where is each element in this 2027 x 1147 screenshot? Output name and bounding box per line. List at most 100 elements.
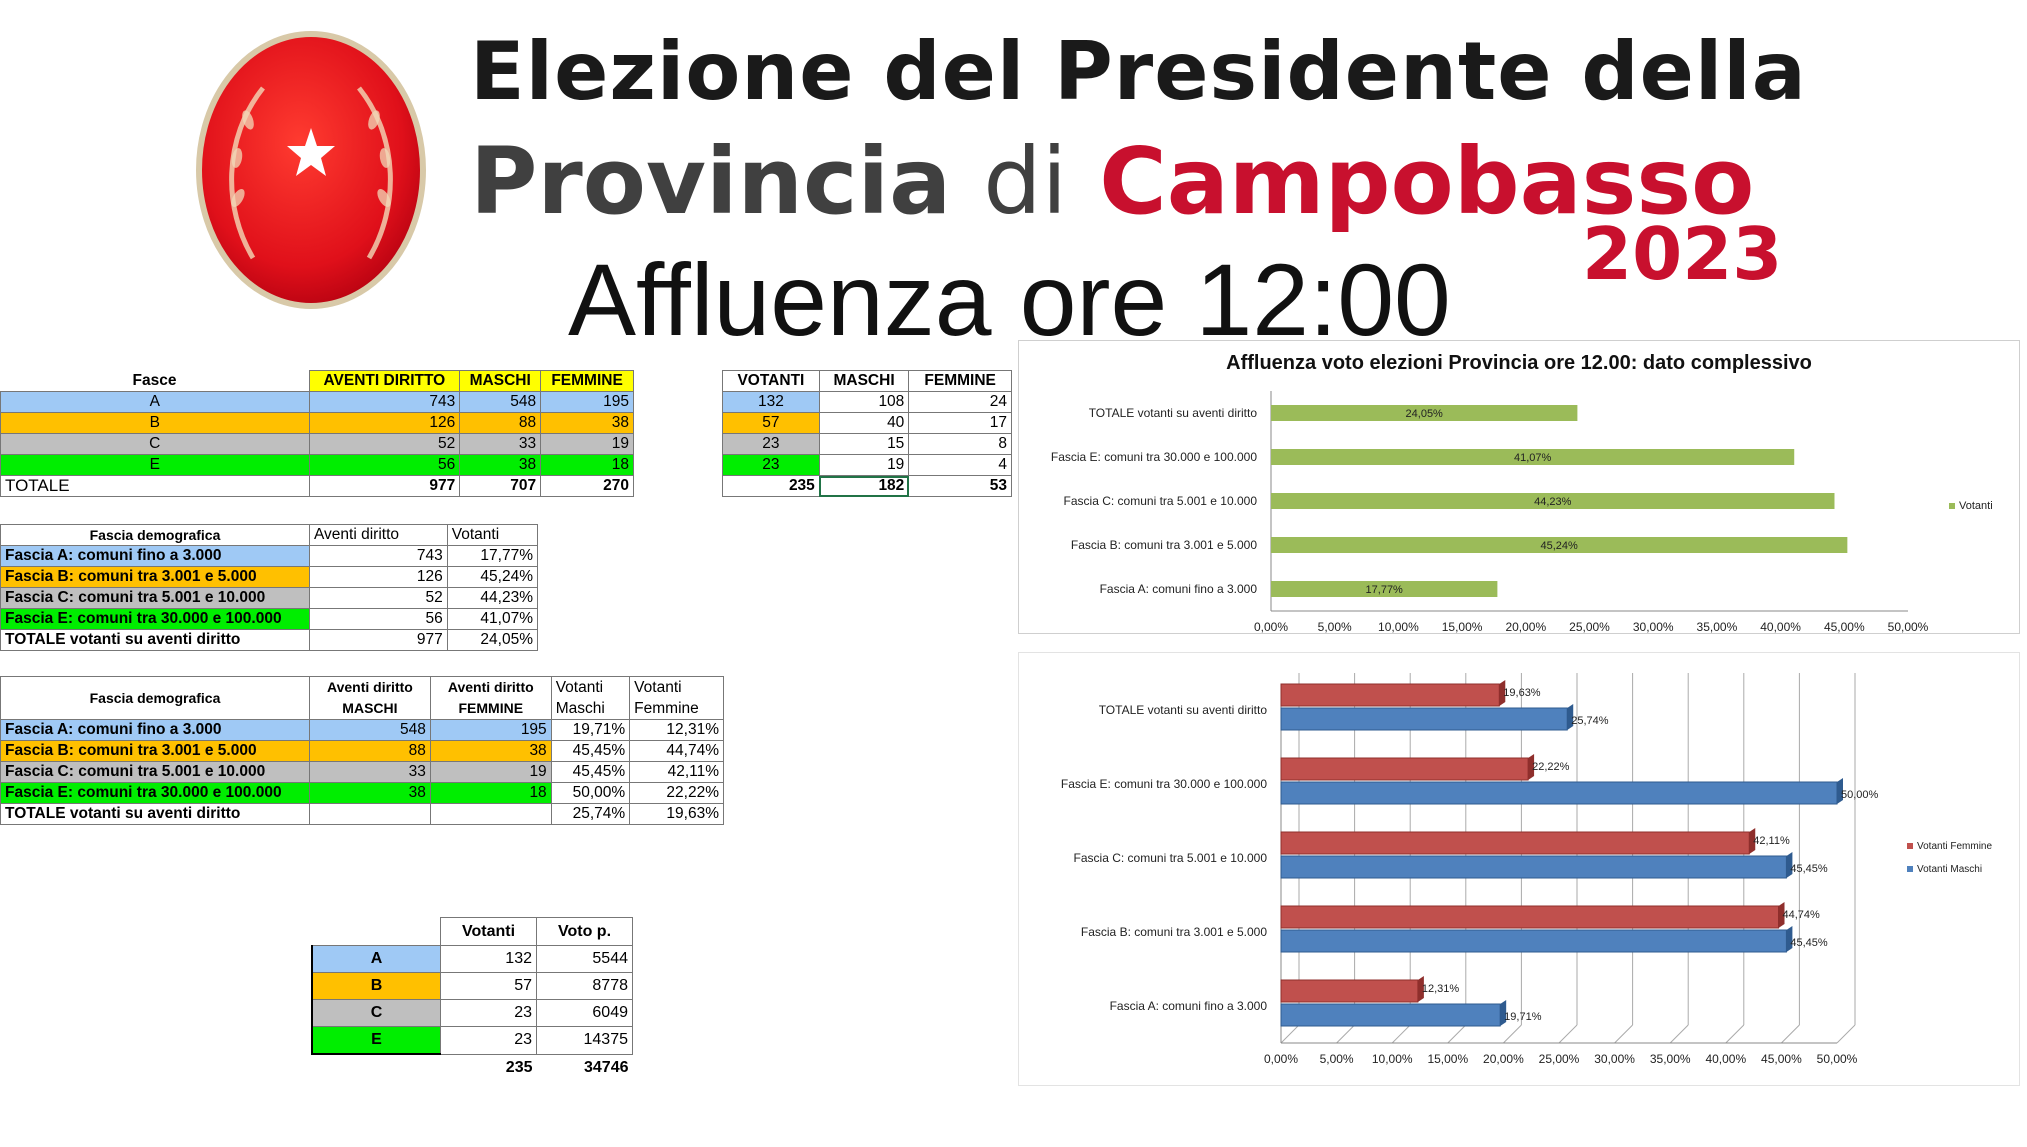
x-tick-label: 15,00% <box>1427 1052 1468 1066</box>
data-label-femmine: 22,22% <box>1532 761 1570 773</box>
title-provincia: Provincia <box>470 128 952 235</box>
table-cell: 40 <box>818 412 910 434</box>
chart-1-svg: Affluenza voto elezioni Provincia ore 12… <box>1051 352 1993 634</box>
table-cell: Fascia B: comuni tra 3.001 e 5.000 <box>0 740 310 762</box>
table-row: E 56 38 18 <box>0 454 634 476</box>
table-row: 23 15 8 <box>722 433 1012 455</box>
category-label: TOTALE votanti su aventi diritto <box>1099 703 1268 717</box>
table-cell: TOTALE <box>0 475 310 497</box>
table-cell: C <box>0 433 310 455</box>
table-cell <box>429 803 552 825</box>
table-cell: 23 <box>440 999 537 1027</box>
table-cell: 24,05% <box>446 629 539 651</box>
data-label-femmine: 44,74% <box>1783 909 1821 921</box>
bar-votanti-femmine <box>1280 905 1780 929</box>
bar-votanti-maschi <box>1280 1003 1501 1027</box>
table-cell: 56 <box>309 608 448 630</box>
x-tick-label: 50,00% <box>1817 1052 1858 1066</box>
table-cell: E <box>311 1026 441 1055</box>
bar-votanti-maschi <box>1280 929 1787 953</box>
table-row: Fascia E: comuni tra 30.000 e 100.000 56… <box>0 608 539 630</box>
data-label: 44,23% <box>1534 496 1572 508</box>
table-cell: 19 <box>818 454 910 476</box>
title-line-1: Elezione del Presidente della <box>470 25 1807 118</box>
category-label: Fascia C: comuni tra 5.001 e 10.000 <box>1064 494 1258 508</box>
bar-side-femmine <box>1499 680 1506 706</box>
gridline-depth <box>1836 1024 1856 1044</box>
table-cell: 126 <box>308 412 461 434</box>
table-row: TOTALE votanti su aventi diritto 977 24,… <box>0 629 539 651</box>
table-cell: 22,22% <box>629 782 724 804</box>
table-header-cell: Fascia demografica <box>0 524 310 546</box>
table-cell: 4 <box>908 454 1012 476</box>
data-label: 45,24% <box>1541 540 1579 552</box>
table-cell: 548 <box>309 719 431 741</box>
table-cell: 44,74% <box>629 740 724 762</box>
table-cell: Fascia E: comuni tra 30.000 e 100.000 <box>0 608 310 630</box>
table-row: Fascia B: comuni tra 3.001 e 5.000 126 4… <box>0 566 539 588</box>
table-cell: Fascia A: comuni fino a 3.000 <box>0 545 310 567</box>
table-cell: 45,24% <box>446 566 539 588</box>
table-header-cell: VOTANTI <box>722 370 820 392</box>
table-cell: 24 <box>908 391 1012 413</box>
bar-side-femmine <box>1417 976 1424 1002</box>
table-header-cell: Fasce <box>132 371 177 389</box>
table-fascia-demografica: Fascia demografica Aventi diritto Votant… <box>0 524 539 651</box>
bar-votanti <box>1271 405 1578 421</box>
table-cell: 19,63% <box>629 803 724 825</box>
data-label-femmine: 12,31% <box>1422 983 1460 995</box>
x-tick-label: 40,00% <box>1705 1052 1746 1066</box>
table-row: Fascia A: comuni fino a 3.000 548 195 19… <box>0 719 724 741</box>
gridline-depth <box>1391 1024 1411 1044</box>
bar-side-femmine <box>1778 902 1785 928</box>
table-cell: 15 <box>818 433 910 455</box>
table-cell: 57 <box>722 412 820 434</box>
table-cell: 17 <box>908 412 1012 434</box>
bar-votanti-femmine <box>1280 757 1529 781</box>
category-label: Fascia C: comuni tra 5.001 e 10.000 <box>1074 851 1268 865</box>
table-cell: 548 <box>459 391 542 413</box>
category-label: Fascia E: comuni tra 30.000 e 100.000 <box>1051 450 1257 464</box>
table-cell: 707 <box>459 475 542 497</box>
x-tick-label: 10,00% <box>1378 620 1419 633</box>
table-header-cell: Aventi diritto MASCHI <box>309 676 431 720</box>
table-cell: 5544 <box>536 945 633 973</box>
table-cell: 743 <box>309 545 448 567</box>
gridline-depth <box>1558 1024 1578 1044</box>
table-cell: 42,11% <box>629 761 724 783</box>
table-cell: 270 <box>540 475 634 497</box>
category-label: Fascia B: comuni tra 3.001 e 5.000 <box>1071 538 1257 552</box>
table-cell: 19 <box>429 761 552 783</box>
x-tick-label: 40,00% <box>1760 620 1801 633</box>
table-row: Fascia B: comuni tra 3.001 e 5.000 88 38… <box>0 740 724 762</box>
x-tick-label: 10,00% <box>1372 1052 1413 1066</box>
table-row: B 126 88 38 <box>0 412 634 434</box>
table-cell: 45,45% <box>550 761 631 783</box>
table-cell: 977 <box>309 629 448 651</box>
table-cell: 52 <box>309 587 448 609</box>
table-cell: Fascia B: comuni tra 3.001 e 5.000 <box>0 566 310 588</box>
table-row: C 23 6049 <box>311 999 633 1027</box>
title-campobasso: Campobasso <box>1099 128 1755 235</box>
table-row: 57 40 17 <box>722 412 1012 434</box>
x-tick-label: 5,00% <box>1318 620 1352 633</box>
table-cell: 8778 <box>536 972 633 1000</box>
table-row: A 132 5544 <box>311 945 633 973</box>
table-header-cell: Aventi diritto FEMMINE <box>429 676 552 720</box>
x-tick-label: 50,00% <box>1888 620 1929 633</box>
table-cell: 18 <box>429 782 552 804</box>
bar-side-maschi <box>1837 778 1843 804</box>
bar-votanti-maschi <box>1280 707 1568 731</box>
table-row: Fascia A: comuni fino a 3.000 743 17,77% <box>0 545 539 567</box>
bar-votanti-maschi <box>1280 781 1838 805</box>
table-header-cell: Voto p. <box>536 917 633 946</box>
table-cell: 38 <box>309 782 431 804</box>
table-cell: 38 <box>429 740 552 762</box>
gridline-depth <box>1503 1024 1522 1044</box>
data-label-maschi: 50,00% <box>1841 789 1879 801</box>
table-cell: A <box>0 391 310 413</box>
table-cell: 132 <box>440 945 537 973</box>
table-empty-cell <box>312 918 441 946</box>
table-cell: 38 <box>459 454 542 476</box>
table-cell: 19 <box>540 433 634 455</box>
